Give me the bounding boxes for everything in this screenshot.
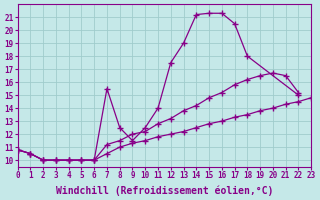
X-axis label: Windchill (Refroidissement éolien,°C): Windchill (Refroidissement éolien,°C) [56, 185, 273, 196]
